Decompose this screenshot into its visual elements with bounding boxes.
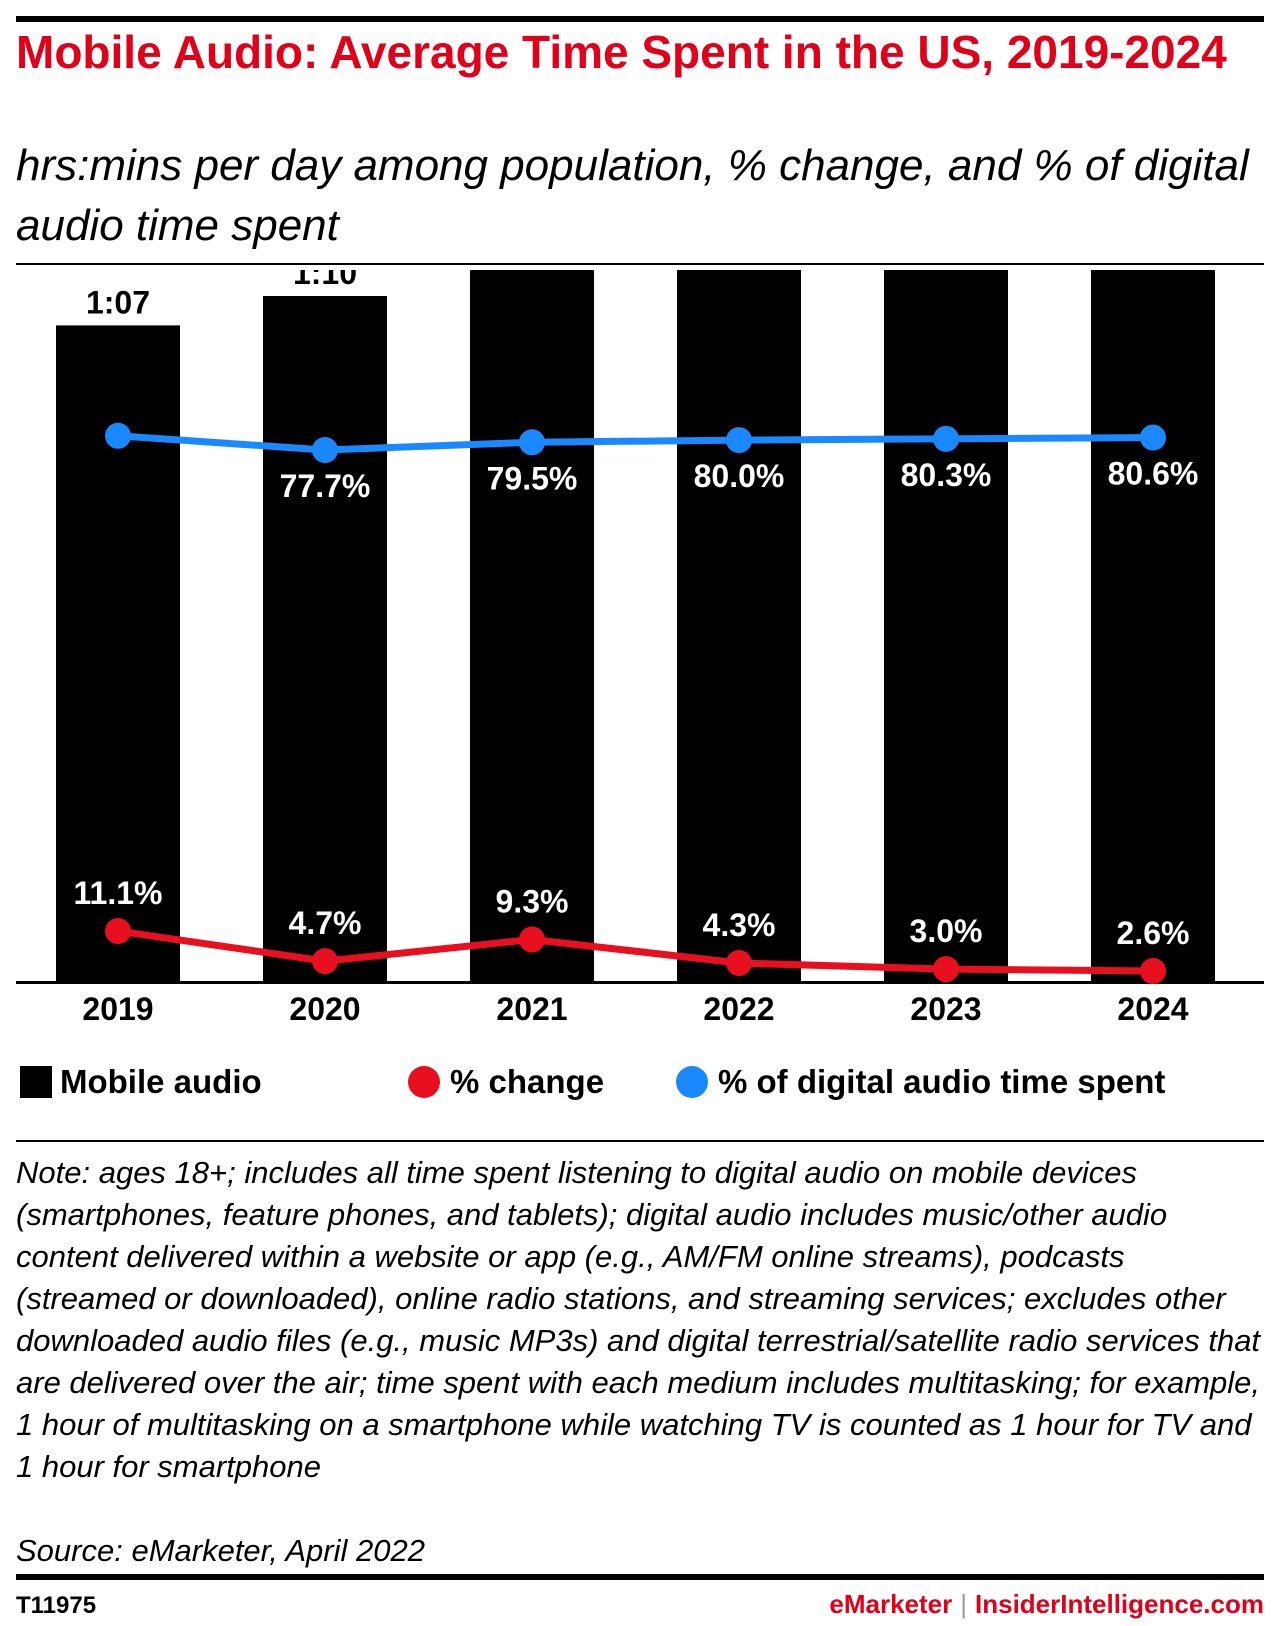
brand-separator: | [960, 1589, 968, 1619]
footer-rule [16, 1574, 1264, 1580]
share-label-2024: 80.6% [1108, 456, 1199, 492]
share-point-2019 [105, 422, 131, 449]
change-label-2019: 11.1% [74, 875, 163, 911]
change-point-2021 [519, 926, 545, 953]
share-label-2019: 81.0% [73, 381, 164, 417]
chart-subtitle: hrs:mins per day among population, % cha… [16, 141, 1249, 250]
x-axis-line [16, 981, 1264, 984]
legend-mobile-audio: Mobile audio [20, 1062, 262, 1102]
change-label-2022: 4.3% [703, 907, 776, 943]
change-point-2020 [312, 948, 338, 975]
bar-mobile-audio-2021 [470, 270, 594, 982]
brand-emarketer: eMarketer [829, 1589, 953, 1619]
chart-source: Source: eMarketer, April 2022 [16, 1533, 425, 1568]
share-point-2021 [519, 429, 545, 456]
legend-share-label: % of digital audio time spent [718, 1063, 1166, 1100]
x-tick-2023: 2023 [910, 991, 981, 1027]
change-line [114, 927, 1157, 975]
change-label-2024: 2.6% [1117, 915, 1190, 951]
bar-mobile-audio-2022 [677, 270, 801, 982]
bar-mobile-audio-2023 [884, 270, 1008, 982]
share-label-2021: 79.5% [487, 460, 578, 496]
chart-note: Note: ages 18+; includes all time spent … [16, 1155, 1261, 1484]
change-label-2023: 3.0% [910, 913, 983, 949]
note-rule [16, 1140, 1264, 1142]
share-point-2022 [726, 427, 752, 454]
legend-share-swatch [676, 1066, 708, 1098]
x-tick-2020: 2020 [289, 991, 360, 1027]
share-line [114, 432, 1157, 454]
x-tick-2021: 2021 [496, 991, 567, 1027]
subtitle-rule [16, 263, 1264, 265]
share-point-2020 [312, 437, 338, 463]
legend-bar-label: Mobile audio [60, 1063, 262, 1100]
share-label-2020: 77.7% [280, 468, 371, 504]
bar-label-2020: 1:10 [293, 270, 357, 291]
brand-site-link[interactable]: InsiderIntelligence.com [975, 1589, 1264, 1619]
share-label-2023: 80.3% [901, 457, 992, 493]
bar-mobile-audio-2024 [1091, 270, 1215, 982]
bar-mobile-audio-2020 [263, 296, 387, 982]
change-label-2020: 4.7% [289, 905, 362, 941]
chart-title: Mobile Audio: Average Time Spent in the … [16, 26, 1227, 78]
share-point-2023 [933, 425, 959, 452]
share-point-2024 [1140, 424, 1166, 451]
change-point-2023 [933, 956, 959, 983]
change-label-2021: 9.3% [496, 884, 569, 920]
x-tick-2022: 2022 [703, 991, 774, 1027]
legend-change: % change [408, 1062, 604, 1102]
change-point-2024 [1140, 958, 1166, 984]
change-point-2019 [105, 918, 131, 945]
legend-change-label: % change [450, 1063, 605, 1100]
chart-id: T11975 [16, 1592, 97, 1619]
footer-brand: eMarketer | InsiderIntelligence.com [829, 1589, 1264, 1620]
chart-area: 1:071:101:171:201:221:2581.0%77.7%79.5%8… [16, 270, 1264, 1027]
legend-share: % of digital audio time spent [676, 1062, 1165, 1102]
legend-change-swatch [408, 1066, 440, 1098]
top-rule [16, 16, 1264, 22]
share-label-2022: 80.0% [694, 458, 785, 494]
x-tick-2019: 2019 [82, 991, 153, 1027]
x-tick-2024: 2024 [1117, 991, 1188, 1027]
change-point-2022 [726, 950, 752, 977]
bar-label-2019: 1:07 [86, 284, 150, 320]
legend-bar-swatch [20, 1066, 52, 1098]
